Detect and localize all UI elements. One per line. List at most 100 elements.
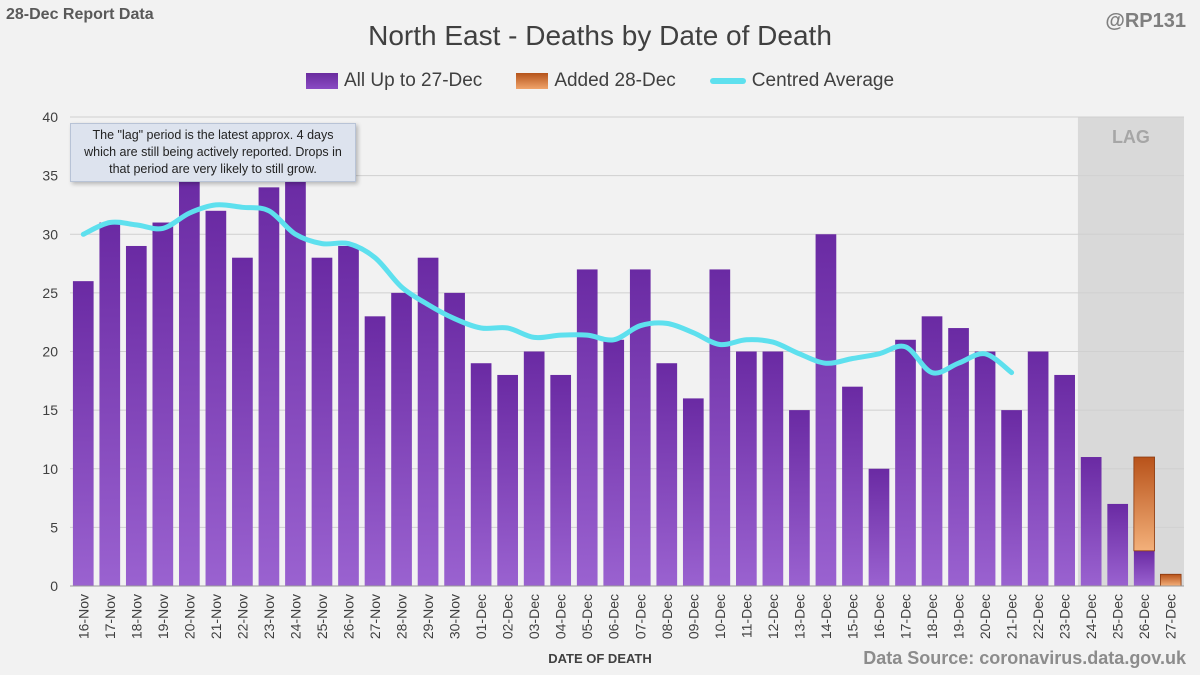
bar-all-19-Nov (152, 222, 174, 586)
bar-all-18-Nov (125, 245, 147, 586)
bar-all-25-Nov (311, 257, 333, 586)
x-tick-label: 27-Dec (1163, 594, 1179, 639)
bar-all-21-Dec (1001, 410, 1022, 586)
legend-label-all: All Up to 27-Dec (343, 70, 483, 91)
x-tick-label: 24-Nov (287, 594, 303, 639)
bar-all-18-Dec (921, 316, 943, 586)
x-tick-label: 15-Dec (844, 594, 860, 639)
y-tick-label: 15 (42, 402, 58, 418)
x-tick-label: 16-Dec (871, 594, 887, 639)
x-tick-label: 02-Dec (500, 594, 516, 639)
bar-all-06-Dec (603, 339, 625, 586)
bar-all-22-Dec (1027, 351, 1049, 586)
x-tick-label: 23-Nov (261, 594, 277, 639)
x-tick-label: 27-Nov (367, 594, 383, 639)
bar-all-14-Dec (815, 234, 837, 586)
bar-all-15-Dec (842, 386, 863, 586)
bar-all-11-Dec (736, 351, 757, 586)
x-tick-label: 23-Dec (1057, 594, 1073, 639)
x-tick-label: 10-Dec (712, 594, 728, 639)
y-tick-label: 20 (42, 344, 58, 360)
x-tick-label: 30-Nov (447, 594, 463, 639)
legend-item-added: Added 28-Dec (516, 70, 676, 92)
legend-swatch-orange (516, 73, 549, 89)
x-tick-label: 26-Nov (341, 594, 357, 639)
x-tick-label: 25-Dec (1110, 594, 1126, 639)
x-tick-label: 19-Nov (155, 594, 171, 639)
x-tick-label: 26-Dec (1136, 594, 1152, 639)
x-tick-label: 16-Nov (75, 594, 91, 639)
chart-legend: All Up to 27-Dec Added 28-Dec Centred Av… (0, 70, 1200, 92)
x-tick-label: 25-Nov (314, 594, 330, 639)
bar-all-17-Nov (99, 222, 121, 586)
bar-all-19-Dec (948, 328, 969, 586)
bar-all-26-Nov (338, 245, 359, 586)
x-tick-label: 09-Dec (685, 594, 701, 639)
x-tick-label: 04-Dec (553, 594, 569, 639)
x-axis-title: DATE OF DEATH (548, 651, 652, 666)
bar-all-08-Dec (656, 363, 678, 586)
bar-all-07-Dec (629, 269, 651, 586)
x-tick-label: 07-Dec (632, 594, 648, 639)
chart-title: North East - Deaths by Date of Death (368, 20, 832, 51)
legend-item-average: Centred Average (709, 70, 895, 92)
bar-all-20-Nov (179, 175, 200, 586)
bar-all-10-Dec (709, 269, 731, 586)
bar-all-09-Dec (682, 398, 704, 586)
x-tick-label: 24-Dec (1083, 594, 1099, 639)
x-tick-label: 29-Nov (420, 594, 436, 639)
x-tick-label: 01-Dec (473, 594, 489, 639)
y-tick-label: 30 (42, 226, 58, 242)
bar-all-29-Nov (417, 257, 439, 586)
x-tick-label: 03-Dec (526, 594, 542, 639)
y-tick-label: 25 (42, 285, 58, 301)
bar-all-28-Nov (391, 292, 412, 586)
y-tick-label: 10 (42, 461, 58, 477)
x-tick-label: 17-Dec (898, 594, 914, 639)
x-tick-label: 08-Dec (659, 594, 675, 639)
bar-all-23-Nov (258, 187, 280, 586)
bar-all-25-Dec (1107, 503, 1129, 586)
bar-all-17-Dec (895, 339, 916, 586)
bar-added-26-Dec (1133, 456, 1155, 552)
x-tick-label: 22-Dec (1030, 594, 1046, 639)
x-tick-label: 11-Dec (738, 594, 754, 638)
x-tick-label: 28-Nov (394, 594, 410, 639)
bar-all-01-Dec (470, 363, 492, 586)
bar-all-20-Dec (974, 351, 996, 586)
bar-added-27-Dec (1159, 573, 1182, 587)
legend-swatch-purple (305, 73, 338, 89)
bar-all-03-Dec (523, 351, 545, 586)
bar-all-27-Nov (364, 316, 386, 586)
x-tick-label: 18-Dec (924, 594, 940, 639)
x-tick-label: 12-Dec (765, 594, 781, 639)
legend-label-average: Centred Average (751, 70, 895, 91)
bar-all-21-Nov (205, 210, 227, 587)
bar-all-24-Dec (1080, 457, 1102, 586)
x-tick-label: 22-Nov (234, 594, 250, 639)
bar-all-22-Nov (232, 257, 253, 586)
x-tick-label: 20-Dec (977, 594, 993, 639)
x-tick-label: 14-Dec (818, 594, 834, 639)
bar-all-02-Dec (497, 374, 518, 586)
bar-all-16-Nov (72, 281, 94, 586)
x-tick-label: 19-Dec (951, 594, 967, 639)
x-tick-label: 17-Nov (102, 594, 118, 639)
bar-all-24-Nov (285, 175, 306, 586)
y-tick-label: 5 (50, 519, 58, 535)
report-label: 28-Dec Report Data (6, 6, 154, 23)
y-tick-label: 0 (50, 578, 58, 594)
author-handle: @RP131 (1105, 10, 1186, 32)
bar-all-12-Dec (762, 351, 784, 586)
bar-all-04-Dec (550, 374, 572, 586)
bar-all-30-Nov (444, 292, 465, 586)
bar-all-23-Dec (1054, 374, 1075, 586)
bar-all-26-Dec (1133, 550, 1155, 586)
x-tick-label: 05-Dec (579, 594, 595, 639)
lag-note: The "lag" period is the latest approx. 4… (70, 123, 356, 182)
centred-average-line (80, 202, 1015, 376)
x-tick-label: 13-Dec (791, 594, 807, 639)
x-tick-label: 06-Dec (606, 594, 622, 639)
bar-all-05-Dec (576, 269, 598, 586)
